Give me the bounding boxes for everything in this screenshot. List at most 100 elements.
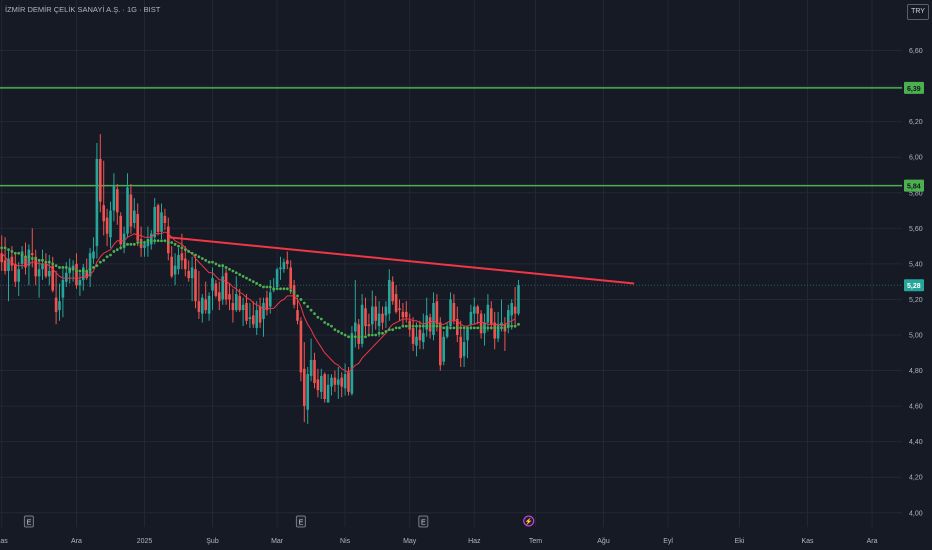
candle-body	[228, 294, 231, 300]
candle-body	[326, 384, 330, 403]
candle-body	[92, 251, 95, 259]
earnings-marker[interactable]	[23, 515, 34, 528]
earnings-marker[interactable]	[295, 515, 306, 528]
trendline-group[interactable]	[168, 236, 635, 285]
ma-slow-dot	[126, 242, 129, 246]
candle-body	[391, 281, 394, 302]
ma-slow-dot	[445, 326, 449, 330]
ma-slow-dot	[41, 258, 44, 262]
candle-body	[306, 374, 309, 410]
level-price-label: 5,84	[907, 184, 921, 191]
ma-slow-dot	[374, 333, 378, 337]
candle-body	[343, 374, 347, 389]
candle-body	[462, 342, 466, 357]
dividend-marker-label: ⚡	[525, 518, 533, 526]
candle-body	[496, 324, 500, 339]
candle-body	[377, 313, 381, 327]
time-axis[interactable]: Kas Ara 2025 Şub Mar Nis May Haz Tem Ağu Eyl Eki Kas…	[0, 538, 878, 545]
candle-body	[459, 336, 462, 359]
ma-slow-dot	[211, 260, 214, 264]
ma-slow-dot	[432, 324, 435, 328]
ma-slow-dot	[401, 324, 405, 328]
price-axis[interactable]: 6,606,406,206,005,805,605,405,205,004,80…	[904, 48, 924, 517]
last-price-tag[interactable]	[904, 279, 924, 292]
candle-body	[510, 303, 513, 316]
ma-slow-dot	[381, 331, 384, 335]
ma-slow-dot	[30, 257, 34, 260]
dividend-marker[interactable]	[523, 515, 535, 527]
candle-body	[252, 315, 255, 325]
candle-body	[37, 269, 41, 277]
candle-body	[452, 303, 456, 321]
price-tick-label: 5,60	[909, 226, 923, 233]
candle-body	[218, 292, 221, 302]
candle-body	[24, 256, 27, 268]
ma-slow-dot	[323, 321, 327, 324]
ma-slow-dot	[370, 333, 374, 337]
ma-slow-dot	[306, 305, 310, 308]
ma-slow-dot	[224, 266, 228, 269]
candle-body	[381, 313, 384, 323]
candle-body	[224, 272, 228, 300]
ma-slow-dot	[17, 251, 21, 255]
ma-slow-dot	[166, 241, 170, 244]
ma-slow-dot	[343, 333, 347, 337]
candle-body	[513, 306, 517, 314]
price-tick-label: 4,20	[909, 475, 923, 482]
ma-slow-dot	[459, 326, 463, 330]
candle-body	[194, 269, 197, 302]
candle-body	[299, 320, 303, 373]
candle-body	[275, 269, 279, 287]
candle-body	[221, 276, 224, 300]
price-tick-label: 4,60	[909, 404, 923, 411]
candles	[0, 134, 520, 424]
time-tick-label: Haz	[468, 538, 481, 545]
level-price-tag[interactable]	[904, 81, 924, 94]
candle-body	[398, 308, 401, 311]
ma-slow-dot	[24, 255, 27, 259]
candle-body	[211, 278, 214, 291]
candle-body	[330, 377, 333, 387]
level-price-tag[interactable]	[904, 179, 924, 192]
candle-body	[364, 308, 367, 327]
ma-slow-dot	[177, 244, 180, 248]
candle-body	[435, 301, 439, 325]
ma-slow-dot	[95, 264, 99, 268]
ma-slow-dot	[58, 266, 61, 269]
ma-slow-dot	[421, 324, 425, 328]
candle-body	[337, 379, 340, 385]
candle-body	[469, 311, 473, 325]
time-tick-label: Eyl	[663, 538, 673, 545]
ma-slow-dot	[75, 269, 78, 273]
earnings-marker-label: E	[27, 520, 32, 527]
currency-button[interactable]: TRY	[907, 4, 929, 20]
ma-slow-dot	[7, 248, 10, 252]
candle-body	[170, 256, 173, 277]
ma-slow-dot	[119, 246, 123, 250]
candle-body	[286, 260, 289, 264]
ma-slow-dot	[153, 239, 157, 243]
ma-slow-dot	[313, 312, 316, 316]
time-tick-label: Ağu	[597, 538, 610, 545]
ma-slow-dot	[476, 326, 480, 330]
candle-body	[490, 308, 493, 325]
horizontal-levels[interactable]	[0, 87, 902, 286]
event-markers[interactable]: E E E ⚡	[23, 515, 535, 528]
candle-body	[156, 205, 160, 232]
ma-slow-dot	[194, 253, 197, 257]
earnings-marker[interactable]	[418, 515, 429, 528]
ma-slow-dot	[183, 248, 187, 252]
candle-body	[517, 285, 520, 314]
ma-slow-dot	[367, 333, 371, 337]
price-tick-label: 4,40	[909, 439, 923, 446]
price-tick-label: 5,20	[909, 297, 923, 304]
candle-body	[75, 263, 78, 286]
candle-body	[133, 210, 136, 223]
candle-body	[296, 310, 299, 321]
earnings-marker-label: E	[421, 520, 426, 527]
trendline[interactable]	[168, 236, 635, 285]
ma-slow-dot	[44, 260, 48, 264]
ma-slow-dot	[54, 264, 58, 268]
candle-body	[61, 279, 65, 298]
